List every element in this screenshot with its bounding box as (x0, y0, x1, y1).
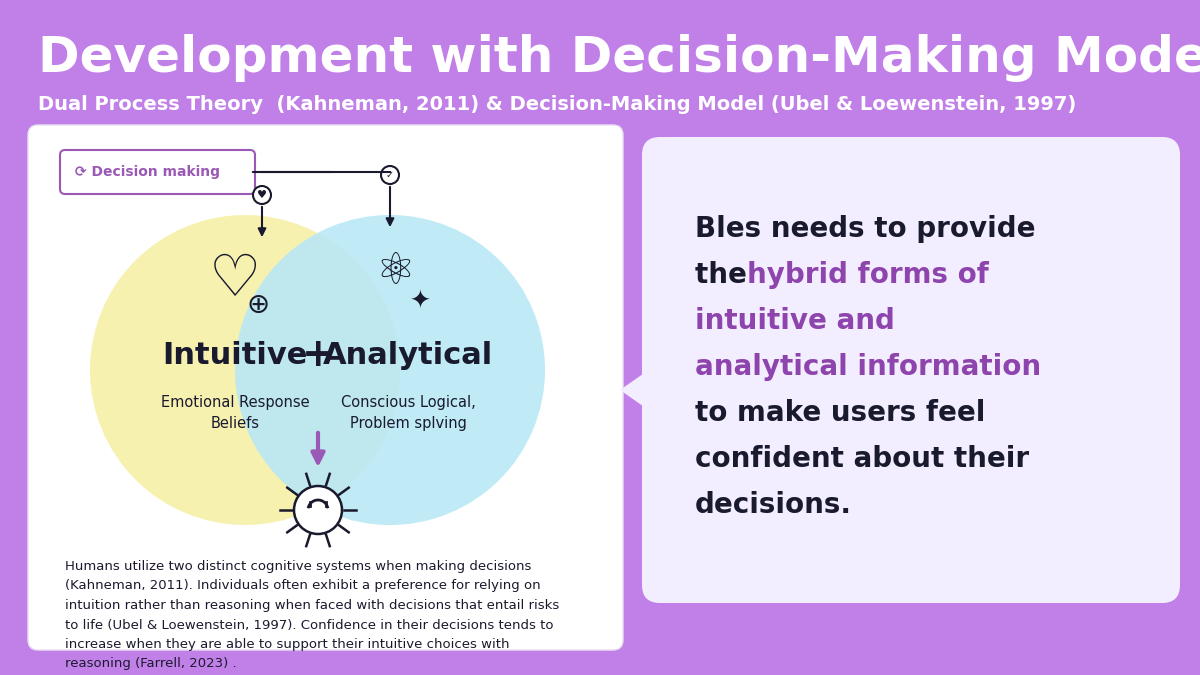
Text: increase when they are able to support their intuitive choices with: increase when they are able to support t… (65, 638, 510, 651)
Text: ✓: ✓ (386, 170, 394, 180)
Text: ⊕: ⊕ (246, 291, 270, 319)
Polygon shape (620, 362, 660, 418)
Text: ⚛: ⚛ (376, 250, 415, 294)
FancyBboxPatch shape (60, 150, 256, 194)
Text: analytical information: analytical information (695, 353, 1042, 381)
Circle shape (294, 486, 342, 534)
Text: Intuitive: Intuitive (162, 340, 307, 369)
FancyBboxPatch shape (28, 125, 623, 650)
Text: ⟳ Decision making: ⟳ Decision making (74, 165, 220, 179)
Text: Emotional Response
Beliefs: Emotional Response Beliefs (161, 395, 310, 431)
FancyBboxPatch shape (642, 137, 1180, 603)
Text: (Kahneman, 2011). Individuals often exhibit a preference for relying on: (Kahneman, 2011). Individuals often exhi… (65, 580, 541, 593)
Text: confident about their: confident about their (695, 445, 1030, 473)
Circle shape (235, 215, 545, 525)
Circle shape (90, 215, 400, 525)
Circle shape (382, 166, 398, 184)
Text: ♡: ♡ (209, 252, 262, 308)
Text: to make users feel: to make users feel (695, 399, 985, 427)
Text: Humans utilize two distinct cognitive systems when making decisions: Humans utilize two distinct cognitive sy… (65, 560, 532, 573)
Text: +: + (301, 336, 335, 374)
Circle shape (253, 186, 271, 204)
Text: Conscious Logical,
Problem splving: Conscious Logical, Problem splving (341, 395, 475, 431)
Text: the: the (695, 261, 756, 289)
Text: Development with Decision-Making Model: Development with Decision-Making Model (38, 34, 1200, 82)
Text: hybrid forms of: hybrid forms of (746, 261, 989, 289)
Text: Bles needs to provide: Bles needs to provide (695, 215, 1036, 243)
Text: reasoning (Farrell, 2023) .: reasoning (Farrell, 2023) . (65, 657, 236, 670)
Text: to life (Ubel & Loewenstein, 1997). Confidence in their decisions tends to: to life (Ubel & Loewenstein, 1997). Conf… (65, 618, 553, 632)
Text: intuitive and: intuitive and (695, 307, 895, 335)
Text: Analytical: Analytical (323, 340, 493, 369)
Text: intuition rather than reasoning when faced with decisions that entail risks: intuition rather than reasoning when fac… (65, 599, 559, 612)
Text: Dual Process Theory  (Kahneman, 2011) & Decision-Making Model (Ubel & Loewenstei: Dual Process Theory (Kahneman, 2011) & D… (38, 95, 1076, 115)
Text: ♥: ♥ (257, 190, 266, 200)
Text: ✦: ✦ (409, 290, 431, 314)
Text: decisions.: decisions. (695, 491, 852, 519)
